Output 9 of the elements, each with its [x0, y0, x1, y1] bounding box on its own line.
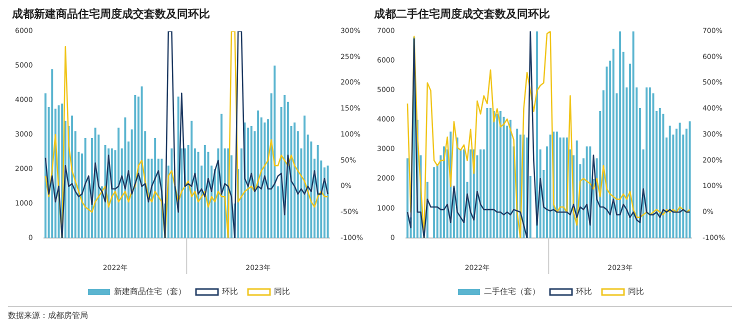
source-note: 数据来源：成都房管局 — [8, 310, 89, 321]
chart-title: 成都二手住宅周度成交套数及同环比 — [373, 7, 550, 20]
chart-title: 成都新建商品住宅周度成交套数及同环比 — [11, 7, 210, 20]
legend-label: 环比 — [576, 287, 592, 296]
legend-label: 环比 — [222, 287, 238, 296]
legend-label: 同比 — [274, 287, 290, 296]
legend-label: 二手住宅（套） — [484, 287, 540, 296]
legend-label: 同比 — [628, 287, 644, 296]
legend-label: 新建商品住宅（套） — [114, 287, 186, 296]
